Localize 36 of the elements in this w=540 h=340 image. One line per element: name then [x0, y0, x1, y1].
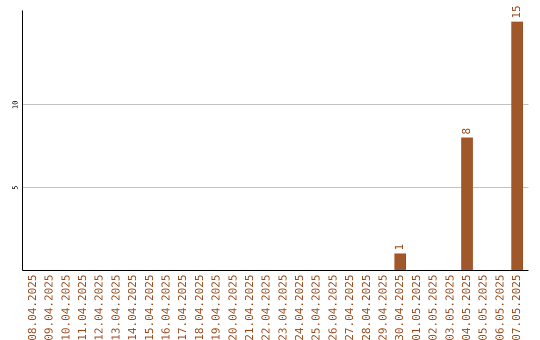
- x-tick-label: 05.05.2025: [476, 274, 490, 340]
- x-tick-label: 11.04.2025: [76, 274, 89, 340]
- bar: [394, 253, 406, 270]
- x-tick-label: 08.04.2025: [26, 274, 39, 340]
- x-tick-label: 26.04.2025: [326, 274, 340, 340]
- x-tick-label: 03.05.2025: [443, 274, 456, 340]
- x-tick-label: 02.05.2025: [426, 274, 440, 340]
- x-tick-label: 01.05.2025: [410, 274, 423, 340]
- x-tick-label: 21.04.2025: [242, 274, 256, 340]
- x-tick-label: 30.04.2025: [393, 274, 406, 340]
- x-tick-label: 10.04.2025: [59, 274, 72, 340]
- data-label: 8: [460, 128, 474, 135]
- bar: [461, 138, 473, 270]
- x-tick-label: 16.04.2025: [159, 274, 172, 340]
- x-tick-label: 24.04.2025: [293, 274, 306, 340]
- x-tick-label: 13.04.2025: [109, 274, 122, 340]
- x-tick-label: 07.05.2025: [510, 274, 524, 340]
- x-tick-label: 12.04.2025: [92, 274, 106, 340]
- x-tick-label: 18.04.2025: [192, 274, 206, 340]
- x-tick-label: 15.04.2025: [142, 274, 156, 340]
- x-tick-label: 20.04.2025: [226, 274, 240, 340]
- data-label: 15: [510, 5, 524, 19]
- x-tick-label: 28.04.2025: [360, 274, 373, 340]
- x-tick-label: 29.04.2025: [376, 274, 390, 340]
- x-tick-label: 22.04.2025: [260, 274, 273, 340]
- x-tick-label: 19.04.2025: [210, 274, 223, 340]
- x-tick-label: 04.05.2025: [460, 274, 474, 340]
- x-tick-label: 23.04.2025: [276, 274, 290, 340]
- bar: [511, 22, 523, 270]
- x-tick-label: 14.04.2025: [126, 274, 140, 340]
- x-tick-label: 25.04.2025: [310, 274, 323, 340]
- x-tick-label: 17.04.2025: [176, 274, 190, 340]
- x-tick-label: 27.04.2025: [343, 274, 356, 340]
- x-tick-label: 06.05.2025: [493, 274, 506, 340]
- data-label: 1: [393, 244, 406, 250]
- x-tick-label: 09.04.2025: [42, 274, 56, 340]
